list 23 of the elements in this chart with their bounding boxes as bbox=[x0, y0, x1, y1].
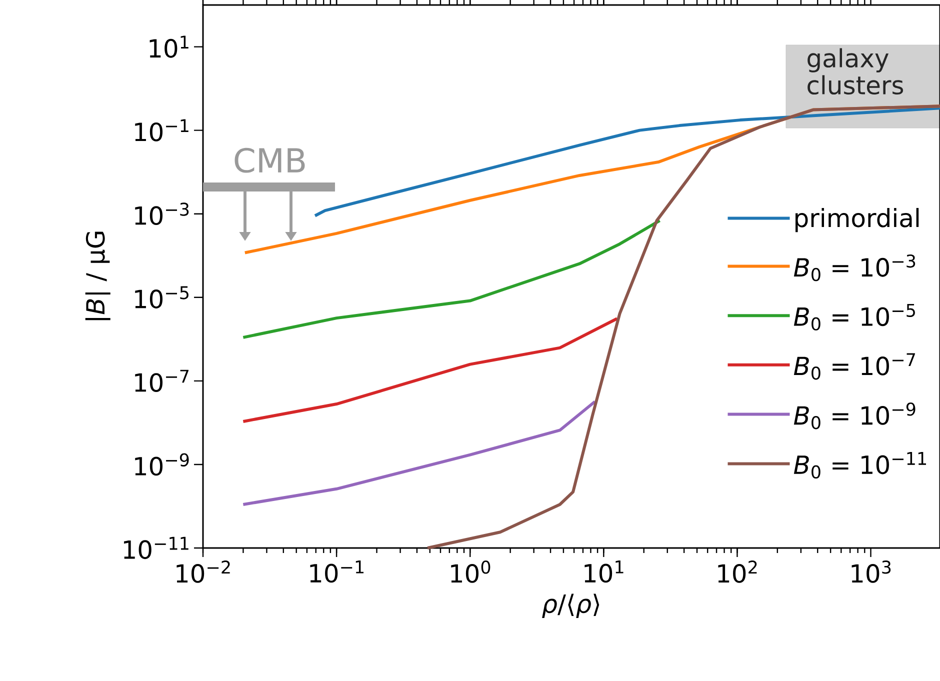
y-tick-label: 10$^{−1}$ bbox=[135, 119, 188, 142]
y-tick-label: 10$^{−9}$ bbox=[135, 453, 189, 476]
x-tick-label: 10$^{0}$ bbox=[451, 560, 490, 583]
x-tick-label: 10$^{3}$ bbox=[852, 560, 891, 583]
y-tick-label: 10$^{−5}$ bbox=[135, 286, 188, 308]
x-tick-label: 10$^{−2}$ bbox=[176, 560, 230, 583]
annotation: CMB bbox=[234, 148, 305, 173]
legend-label: B$_{0}$ = 10$^{−9}$ bbox=[794, 402, 916, 430]
legend-label: primordial bbox=[796, 208, 919, 232]
legend-label: B$_{0}$ = 10$^{−3}$ bbox=[794, 254, 916, 282]
x-tick-label: 10$^{−1}$ bbox=[310, 560, 364, 583]
legend-label: B$_{0}$ = 10$^{−11}$ bbox=[794, 452, 926, 479]
x-tick-label: 10$^{2}$ bbox=[718, 560, 757, 583]
annotation: galaxy clusters bbox=[808, 48, 904, 95]
x-axis-title: ρ/⟨ρ⟩ bbox=[542, 594, 600, 618]
y-axis-title: |B| / μG bbox=[85, 232, 110, 320]
x-tick-label: 10$^{1}$ bbox=[584, 560, 624, 583]
legend-label: B$_{0}$ = 10$^{−5}$ bbox=[794, 304, 915, 330]
y-tick-label: 10$^{−3}$ bbox=[135, 202, 189, 226]
y-tick-label: 10$^{−7}$ bbox=[135, 370, 188, 392]
legend-label: B$_{0}$ = 10$^{−7}$ bbox=[794, 353, 915, 380]
y-tick-label: 10$^{−11}$ bbox=[124, 536, 188, 560]
y-tick-label: 10$^{1}$ bbox=[150, 36, 188, 58]
